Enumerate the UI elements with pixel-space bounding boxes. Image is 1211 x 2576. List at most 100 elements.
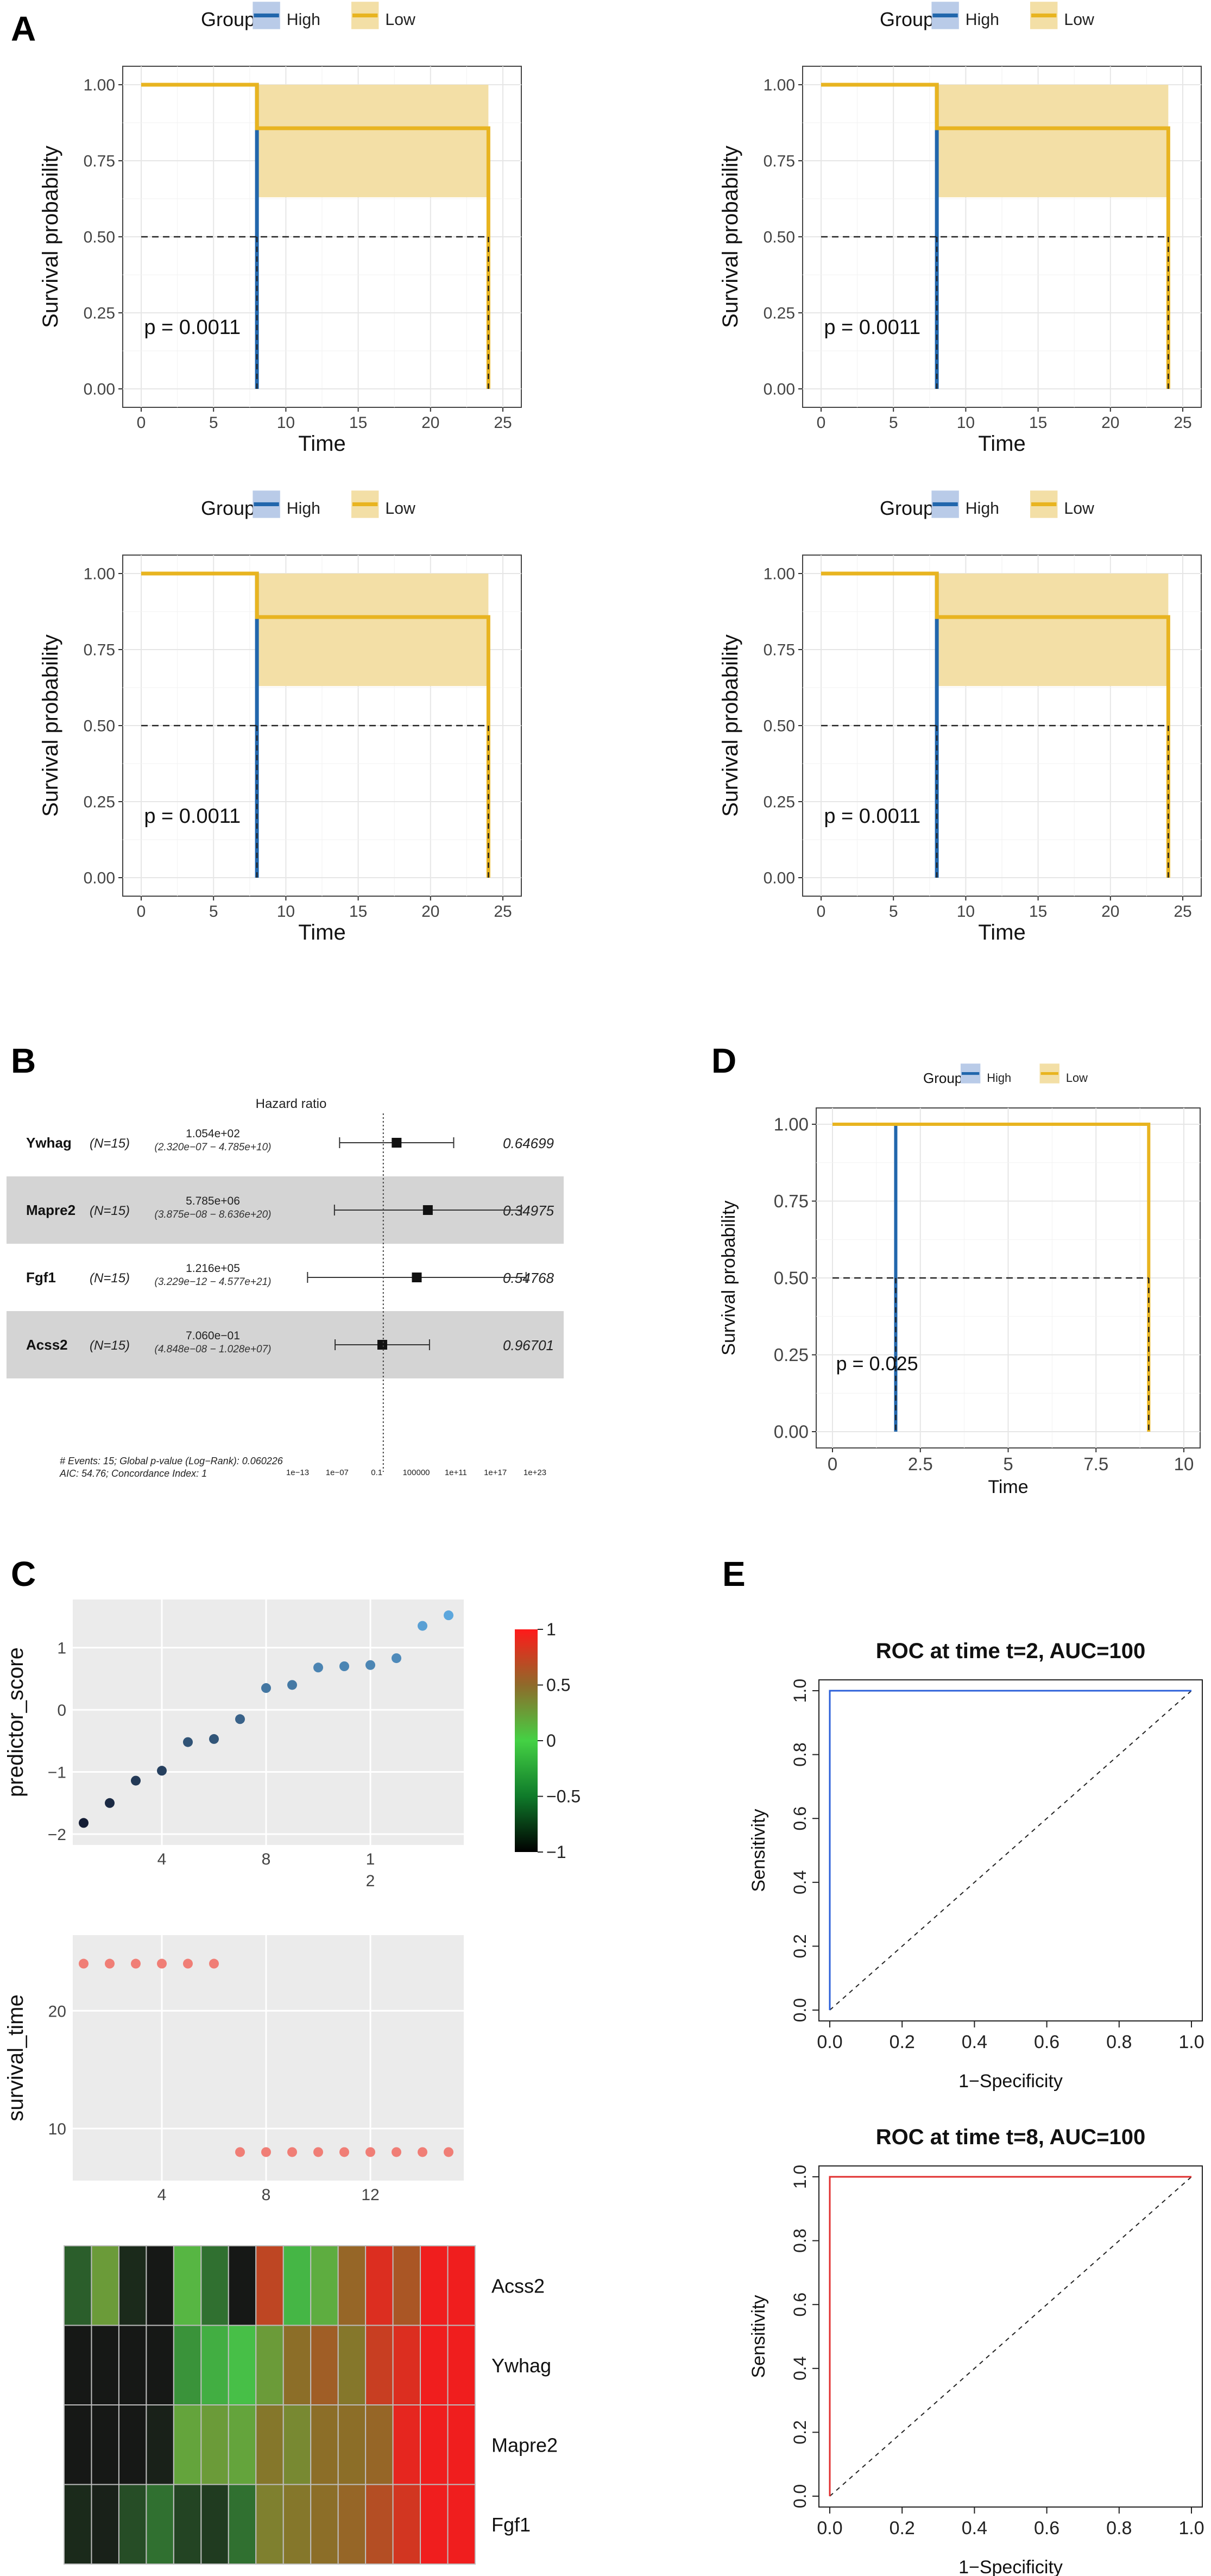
y-tick-label: −1: [48, 1764, 66, 1782]
x-tick-label: 0.6: [1034, 2032, 1059, 2052]
legend-label-high: High: [966, 500, 999, 518]
y-tick-label: 0.6: [790, 2292, 810, 2316]
y-tick-label: 0.6: [790, 1806, 810, 1830]
forest-ci-value: (3.229e−12 − 4.577e+21): [155, 1276, 272, 1288]
y-tick-label: 0.25: [84, 793, 115, 811]
x-tick-label: 0.2: [890, 2032, 915, 2052]
roc-frame: [818, 2165, 1203, 2508]
panel-label-e: E: [722, 1554, 746, 1594]
x-tick-label: 25: [494, 414, 512, 432]
colorbar: 1 0.5 0 −0.5 −1: [515, 1620, 581, 1862]
scatter-point: [365, 2147, 375, 2157]
forest-n-label: (N=15): [90, 1204, 130, 1218]
scatter-point: [339, 2147, 349, 2157]
km-plot-km_a4: Group High Low p = 0.0011 0 5 10 15 20 25 0.00 0.25…: [718, 490, 1202, 944]
x-tick-label: 5: [889, 414, 898, 432]
heatmap-cell: [310, 2404, 339, 2485]
y-tick-label: 0.0: [790, 1998, 810, 2022]
heatmap-cell: [365, 2404, 394, 2485]
y-axis-title: Survival probability: [39, 634, 62, 817]
heatmap-cell: [200, 2325, 229, 2405]
y-tick-label: 1.00: [764, 565, 795, 583]
y-tick-label: 0.75: [84, 641, 115, 659]
forest-footnote-aic: AIC: 54.76; Concordance Index: 1: [59, 1468, 207, 1479]
legend-label-high: High: [987, 1071, 1011, 1085]
heatmap-cell: [255, 2325, 284, 2405]
legend-label-low: Low: [1064, 500, 1094, 518]
x-tick-label: 25: [494, 903, 512, 921]
forest-hr-value: 5.785e+06: [186, 1195, 240, 1207]
y-tick-label: 0.00: [84, 381, 115, 399]
scatter-point: [392, 2147, 401, 2157]
y-tick-label: 0: [57, 1702, 66, 1720]
heatmap-cell: [173, 2484, 202, 2565]
scatter-point: [157, 1958, 167, 1969]
survival-curve-low: [821, 83, 1170, 389]
colorbar-scale: [515, 1629, 538, 1852]
heatmap-cell: [447, 2325, 476, 2405]
forest-ci-value: (4.848e−08 − 1.028e+07): [155, 1344, 272, 1355]
x-tick-label: 10: [957, 903, 975, 921]
scatter-point: [79, 1818, 89, 1828]
legend: Group High Low: [923, 1063, 1088, 1086]
p-value-annotation: p = 0.0011: [824, 805, 920, 828]
scatter-point: [131, 1958, 141, 1969]
scatter-point: [183, 1737, 193, 1747]
legend-title: Group: [880, 8, 934, 30]
x-tick-label: 0.2: [890, 2518, 915, 2539]
heatmap-cell: [392, 2484, 421, 2565]
heatmap-cell: [173, 2325, 202, 2405]
heatmap-row-label: Mapre2: [491, 2434, 558, 2456]
km-plot-km_a3: Group High Low p = 0.0011 0 5 10 15 20 25 0.00 0.25…: [39, 490, 522, 944]
scatter-panel: [73, 1935, 464, 2181]
heatmap-cell: [310, 2245, 339, 2326]
forest-gene-label: Fgf1: [26, 1269, 56, 1286]
heatmap-cell: [310, 2484, 339, 2565]
x-tick-label: 4: [157, 2186, 167, 2204]
y-tick-label: 0.00: [774, 1422, 809, 1442]
legend-label-high: High: [287, 500, 320, 518]
y-tick-label: 0.4: [790, 2357, 810, 2380]
x-tick-label: 5: [1003, 1454, 1013, 1474]
y-tick-label: 1.00: [84, 565, 115, 583]
y-tick-label: 0.75: [84, 153, 115, 171]
forest-ci-value: (2.320e−07 − 4.785e+10): [155, 1142, 272, 1153]
y-tick-label: 0.2: [790, 2420, 810, 2444]
forest-x-tick-label: 1e−07: [326, 1468, 349, 1477]
heatmap-cell: [64, 2484, 92, 2565]
ci-band: [937, 574, 1169, 686]
y-tick-label: 1.0: [790, 2165, 810, 2189]
scatter-point: [79, 1958, 89, 1969]
x-tick-label: 8: [262, 2186, 271, 2204]
scatter-plot-scatter_c2: 4 8 12 10 20 survival_time: [4, 1935, 464, 2204]
forest-x-tick-label: 1e+23: [523, 1468, 546, 1477]
legend-title: Group: [880, 497, 934, 519]
x-tick-label: 2: [366, 1872, 375, 1890]
heatmap-cell: [337, 2245, 367, 2326]
survival-curve-low: [141, 571, 490, 878]
heatmap-cell: [146, 2404, 174, 2485]
forest-n-label: (N=15): [90, 1338, 130, 1353]
y-tick-label: 1.00: [774, 1114, 809, 1135]
y-axis-title: Survival probability: [39, 146, 62, 328]
x-tick-label: 8: [262, 1850, 271, 1868]
legend-title: Group: [923, 1070, 962, 1086]
forest-point: [422, 1205, 433, 1215]
legend: Group High Low: [201, 490, 415, 519]
x-tick-label: 12: [361, 2186, 379, 2204]
x-axis-title: Time: [988, 1477, 1028, 1497]
roc-diagonal: [829, 2176, 1192, 2497]
heatmap-cell: [420, 2245, 449, 2326]
p-value-annotation: p = 0.025: [836, 1352, 918, 1375]
x-tick-label: 4: [157, 1850, 167, 1868]
heatmap-cell: [118, 2245, 147, 2326]
y-axis-title: Sensitivity: [748, 2295, 769, 2378]
colorbar-tick-label: 1: [546, 1620, 556, 1639]
roc-plot-roc_e1: ROC at time t=2, AUC=100 0.0 0.2 0.4 0.6 0.8 1…: [748, 1639, 1204, 2092]
x-tick-label: 0.4: [962, 2032, 987, 2052]
y-tick-label: 0.50: [84, 229, 115, 247]
heatmap-cell: [447, 2404, 476, 2485]
forest-hr-value: 1.216e+05: [186, 1262, 240, 1275]
